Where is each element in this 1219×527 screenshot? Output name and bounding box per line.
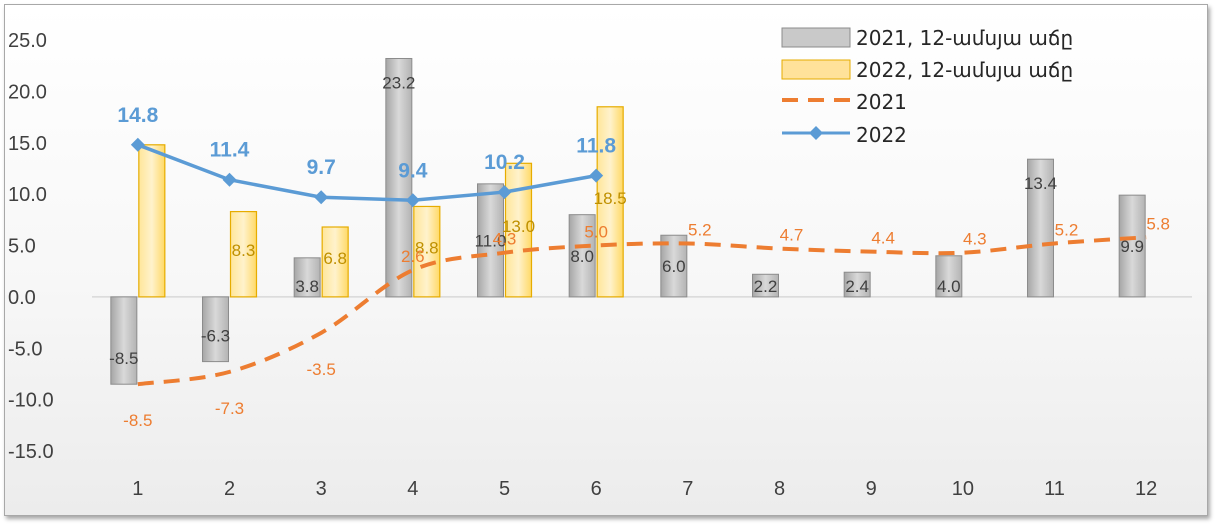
legend-swatch-marker-2022 [809, 126, 823, 140]
data-label-line-2021: -7.3 [215, 399, 244, 418]
legend-label-line-2021: 2021 [856, 90, 907, 114]
data-label-bar-2022: 8.8 [415, 239, 439, 258]
data-label-bar-2021: 4.0 [937, 277, 961, 296]
y-tick-label: 10.0 [8, 184, 47, 206]
data-label-bar-2022: 13.0 [502, 217, 535, 236]
x-tick-label: 11 [1044, 478, 1065, 500]
line-2021 [137, 235, 1147, 387]
marker-2022 [130, 137, 145, 152]
x-tick-label: 2 [224, 478, 235, 500]
bar-2021 [477, 183, 504, 298]
data-label-bar-2022: 8.3 [232, 241, 256, 260]
bar-2021 [110, 296, 138, 385]
x-tick-label: 10 [952, 478, 974, 500]
data-label-line-2021: 5.2 [688, 220, 712, 239]
data-label-line-2022: 9.4 [398, 159, 428, 182]
x-tick-label: 5 [499, 478, 510, 500]
data-label-line-2021: 5.8 [1146, 214, 1170, 233]
marker-2022 [589, 168, 604, 183]
data-label-line-2022: 11.4 [210, 139, 250, 162]
y-tick-label: -10.0 [8, 390, 54, 412]
data-label-line-2022: 10.2 [484, 151, 525, 174]
data-labels-layer: -8.5 -6.3 3.8 23.2 11.0 8.0 6.0 2.2 2.4 4.0 13.4 9.… [109, 73, 1170, 430]
data-label-bar-2021: -8.5 [109, 349, 138, 368]
bar-2021 [568, 214, 596, 298]
y-tick-label: 15.0 [8, 133, 47, 155]
data-label-line-2021: 5.0 [584, 223, 608, 242]
data-label-bar-2022: 6.8 [323, 249, 347, 268]
lines-layer [130, 137, 1147, 387]
x-axis: 1 2 3 4 5 6 7 8 9 10 11 12 [92, 296, 1192, 500]
bars-layer [110, 57, 1146, 385]
data-label-bar-2021: 11.0 [475, 231, 507, 250]
legend: 2021, 12-ամսյա աճը 2022, 12-ամսյա աճը 20… [781, 26, 1073, 147]
x-tick-label: 6 [591, 478, 602, 500]
data-label-bar-2021: 8.0 [570, 247, 594, 266]
x-tick-label: 1 [132, 478, 143, 500]
data-label-bar-2021: 9.9 [1120, 237, 1144, 256]
bar-2021 [1118, 194, 1146, 298]
y-axis: 25.0 20.0 15.0 10.0 5.0 0.0 -5.0 -10.0 -15.0 [8, 30, 54, 463]
data-label-line-2021: 4.4 [871, 229, 895, 248]
data-label-line-2021: 4.3 [493, 230, 517, 249]
y-tick-label: 5.0 [8, 236, 36, 258]
bar-2022 [138, 144, 166, 298]
y-tick-label: 20.0 [8, 81, 47, 103]
legend-label-bar-2022: 2022, 12-ամսյա աճը [856, 58, 1073, 82]
bar-2021 [843, 271, 871, 298]
data-label-line-2022: 9.7 [307, 156, 336, 179]
data-label-line-2022: 11.8 [576, 135, 616, 158]
data-label-bar-2021: 6.0 [662, 257, 686, 276]
x-tick-label: 3 [316, 478, 327, 500]
data-label-line-2021: 4.3 [963, 230, 987, 249]
data-label-line-2021: -3.5 [307, 360, 336, 379]
data-label-bar-2021: -6.3 [201, 327, 230, 346]
legend-label-line-2022: 2022 [856, 123, 907, 147]
bar-2022 [413, 205, 441, 298]
marker-2022 [222, 172, 237, 187]
y-tick-label: -5.0 [8, 338, 42, 360]
bar-2022 [596, 106, 624, 298]
data-label-line-2021: 5.2 [1055, 220, 1079, 239]
x-tick-label: 8 [774, 478, 785, 500]
y-tick-label: -15.0 [8, 441, 54, 463]
bar-2021 [752, 273, 779, 298]
data-label-bar-2021: 2.2 [754, 277, 778, 296]
bar-2022 [321, 226, 349, 298]
legend-label-bar-2021: 2021, 12-ամսյա աճը [856, 26, 1073, 50]
data-label-line-2021: -8.5 [123, 411, 152, 430]
data-label-line-2022: 14.8 [117, 104, 158, 127]
data-label-bar-2021: 23.2 [382, 73, 415, 92]
data-label-line-2021: 2.6 [401, 247, 425, 266]
x-tick-label: 9 [866, 478, 877, 500]
bar-2021 [385, 57, 413, 298]
x-tick-label: 4 [407, 478, 418, 500]
y-tick-label: 0.0 [8, 287, 36, 309]
x-tick-label: 7 [682, 478, 693, 500]
bar-2022 [504, 162, 533, 298]
bar-2021 [935, 255, 963, 298]
marker-2022 [314, 190, 329, 205]
x-tick-label: 12 [1135, 478, 1157, 500]
data-label-bar-2021: 2.4 [845, 277, 869, 296]
data-label-bar-2021: 13.4 [1024, 174, 1057, 193]
data-label-line-2021: 4.7 [780, 226, 804, 245]
legend-swatch-bar-2021 [781, 27, 851, 48]
bar-2021 [660, 234, 688, 298]
data-label-bar-2022: 18.5 [594, 189, 627, 208]
bar-2022 [229, 210, 258, 298]
bar-2021 [1027, 158, 1054, 298]
line-2022 [137, 143, 597, 203]
legend-swatch-bar-2022 [781, 59, 851, 80]
marker-2022 [405, 193, 420, 208]
bar-2021 [202, 296, 229, 363]
marker-2022 [497, 185, 512, 200]
y-tick-label: 25.0 [8, 30, 47, 52]
data-label-bar-2021: 3.8 [295, 277, 319, 296]
bar-2021 [293, 257, 321, 298]
